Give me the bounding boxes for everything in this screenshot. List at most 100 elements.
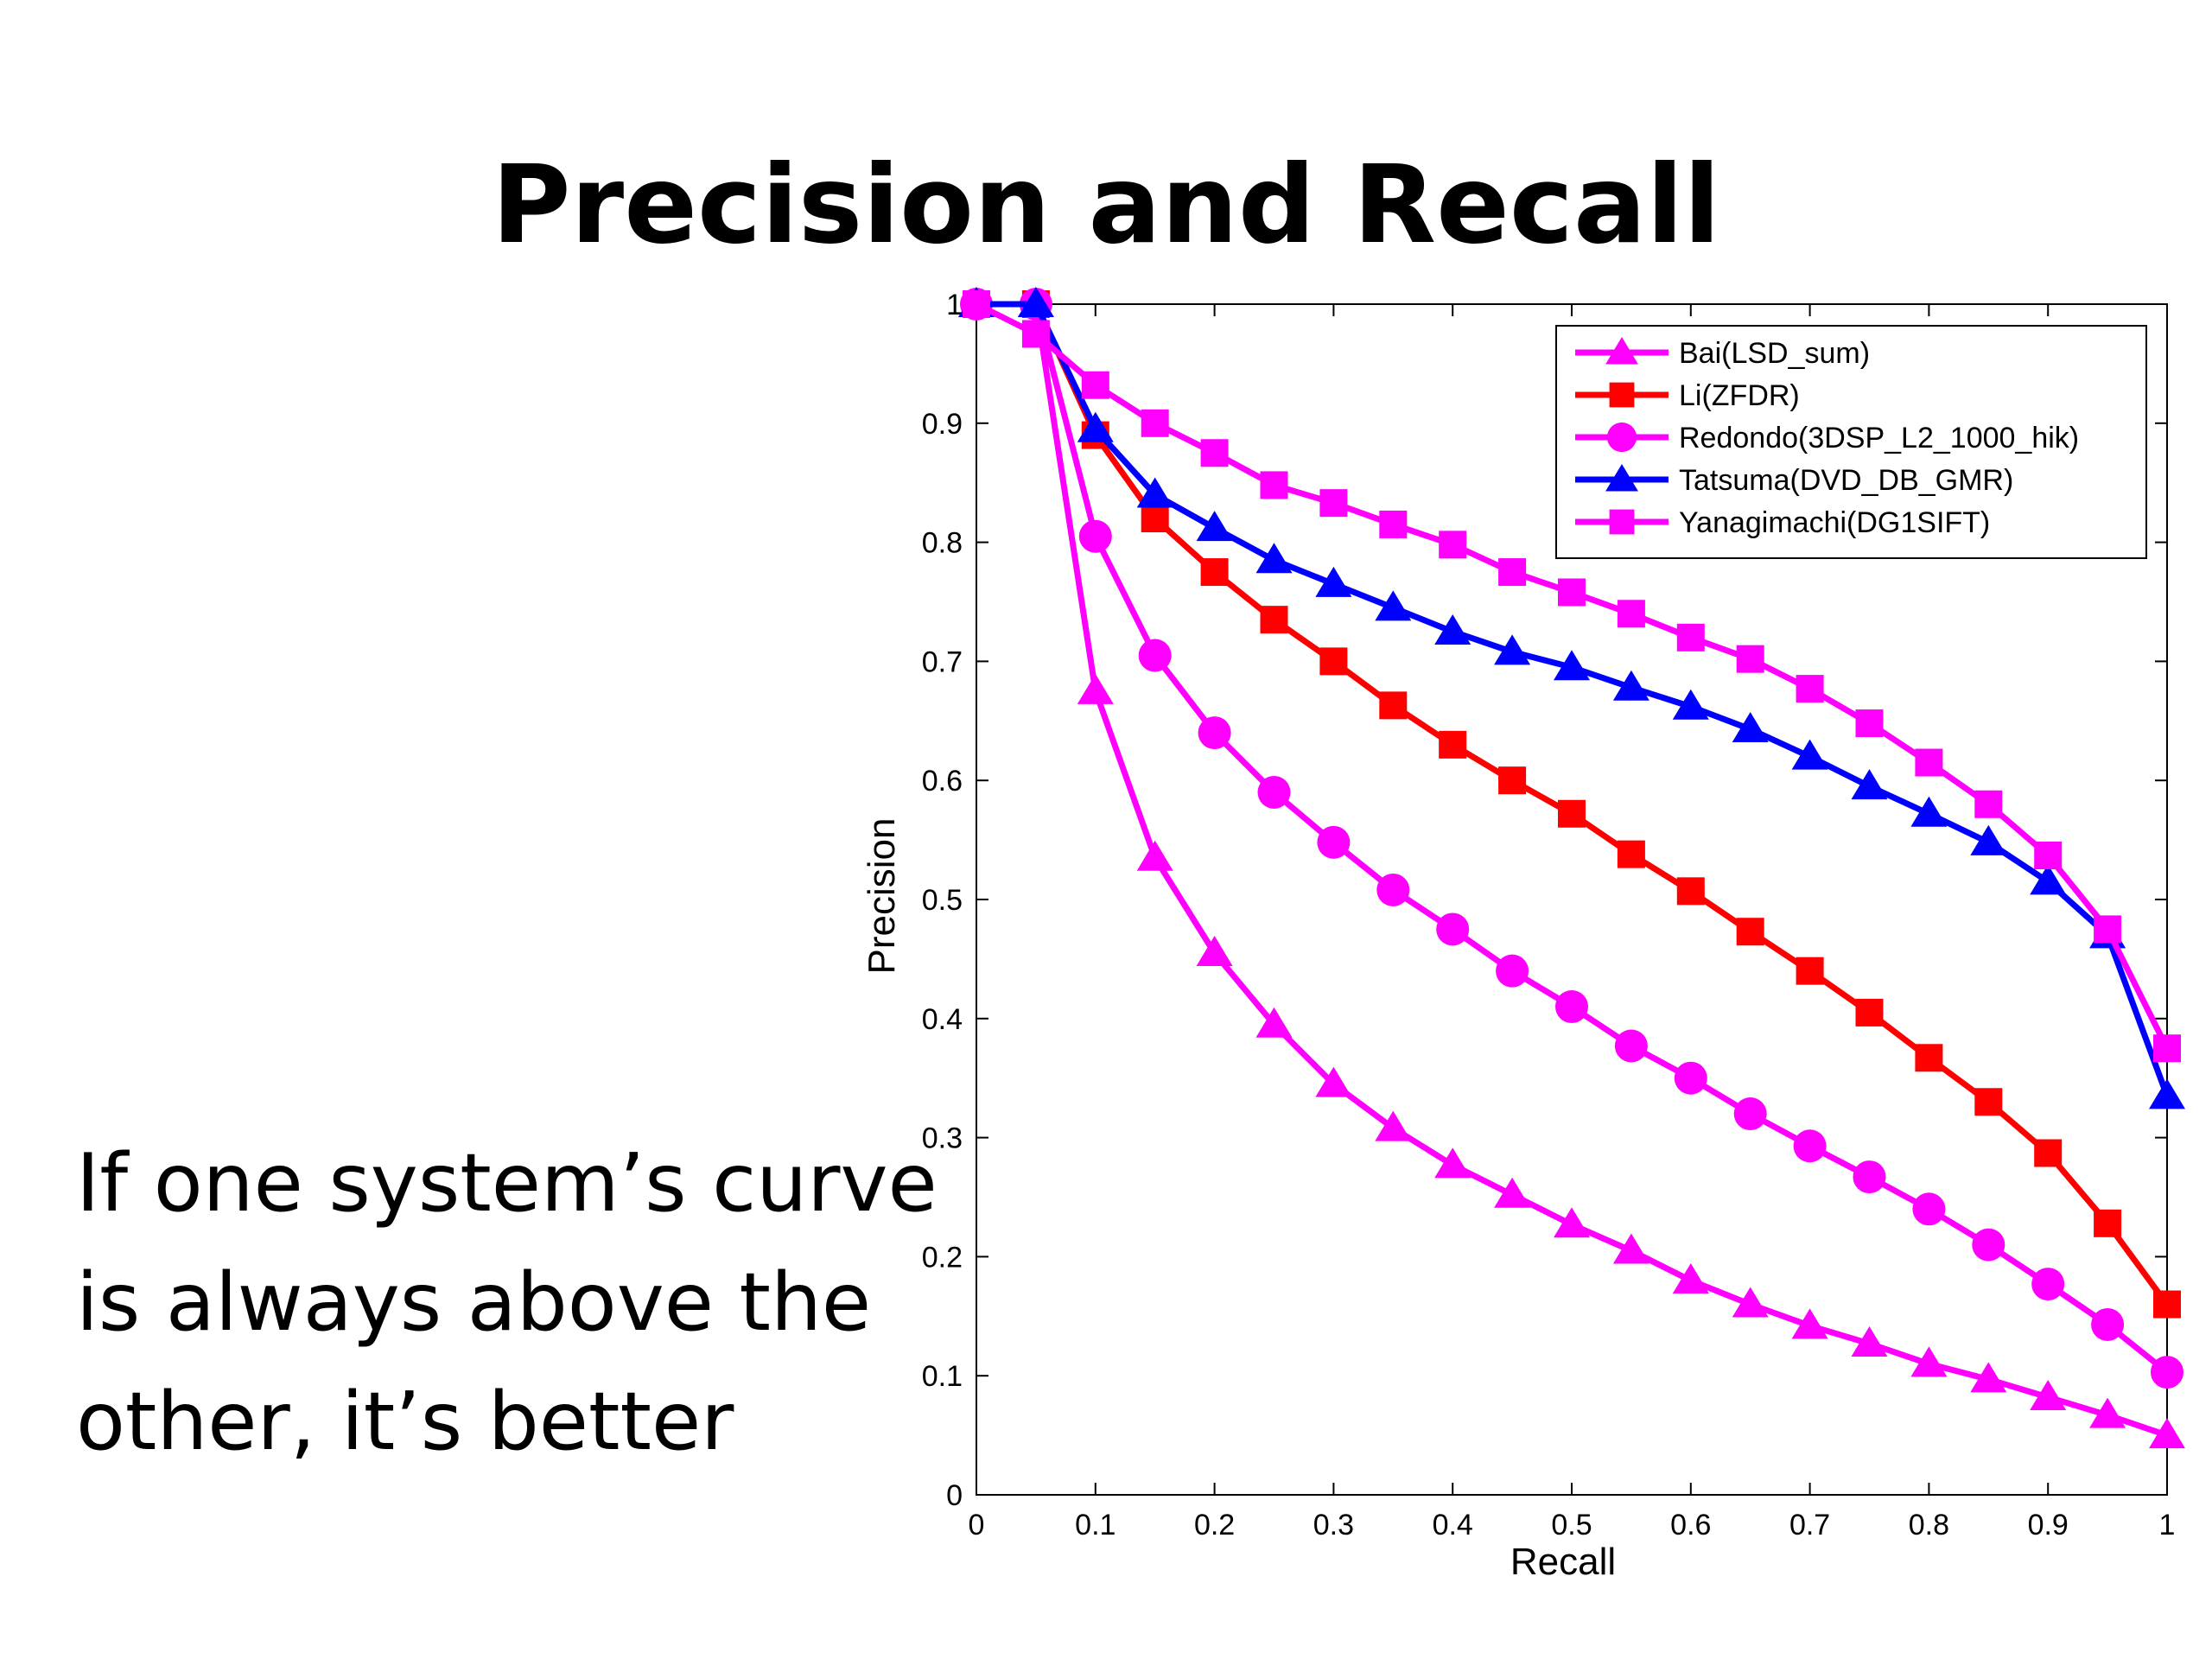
data-point-square — [1141, 409, 1169, 437]
data-point-triangle — [1494, 634, 1531, 665]
data-point-circle — [1555, 990, 1588, 1024]
y-tick-label: 0.6 — [922, 765, 963, 798]
data-point-triangle — [1732, 1287, 1769, 1318]
data-point-square — [1558, 799, 1586, 828]
legend-entry-label: Li(ZFDR) — [1679, 379, 1800, 412]
data-point-circle — [1733, 1097, 1767, 1131]
data-point-triangle — [1851, 769, 1888, 800]
data-point-triangle — [1434, 613, 1471, 645]
data-point-circle — [1606, 422, 1637, 453]
data-point-square — [2034, 842, 2063, 870]
data-point-triangle — [1375, 1110, 1412, 1141]
data-point-square — [1617, 840, 1645, 868]
x-axis-label: Recall — [1510, 1541, 1616, 1583]
data-point-square — [1855, 709, 1884, 738]
x-tick-label: 0.5 — [1551, 1509, 1592, 1541]
data-point-circle — [1912, 1192, 1946, 1226]
data-point-circle — [1436, 912, 1470, 946]
data-point-square — [1439, 531, 1467, 559]
legend-entry-label: Bai(LSD_sum) — [1679, 337, 1870, 370]
data-point-triangle — [1605, 337, 1638, 365]
series-tatsuma-dvd-db-gmr — [958, 287, 2185, 1109]
legend-entry-label: Tatsuma(DVD_DB_GMR) — [1679, 464, 2013, 497]
data-point-triangle — [1910, 1346, 1948, 1377]
data-point-square — [1498, 766, 1527, 795]
data-point-square — [1915, 748, 1943, 777]
data-point-square — [1609, 382, 1635, 408]
data-point-triangle — [1612, 670, 1649, 701]
legend-entry-label: Redondo(3DSP_L2_1000_hik) — [1679, 422, 2079, 454]
y-tick-label: 0.1 — [922, 1360, 963, 1393]
data-point-square — [963, 290, 990, 318]
data-point-triangle — [1910, 796, 1948, 827]
legend-entry-label: Yanagimachi(DG1SIFT) — [1679, 506, 1990, 539]
data-point-square — [1915, 1044, 1943, 1072]
data-point-circle — [2151, 1356, 2183, 1389]
y-tick-label: 0.4 — [922, 1003, 963, 1036]
data-point-circle — [1674, 1061, 1707, 1095]
data-point-triangle — [1970, 1362, 2007, 1393]
data-point-square — [1796, 957, 1824, 985]
body-line-2: is always above the — [76, 1255, 872, 1349]
x-tick-label: 0.4 — [1433, 1509, 1473, 1541]
x-tick-label: 0.1 — [1075, 1509, 1116, 1541]
data-point-triangle — [1136, 840, 1173, 871]
data-point-square — [1439, 730, 1467, 759]
data-point-square — [1498, 558, 1527, 587]
data-point-circle — [1198, 716, 1231, 750]
data-point-square — [1855, 998, 1884, 1027]
data-point-square — [1558, 578, 1586, 607]
x-tick-label: 0 — [969, 1509, 985, 1541]
data-point-circle — [2091, 1307, 2125, 1341]
data-point-square — [1319, 489, 1348, 518]
data-point-square — [1736, 645, 1764, 673]
data-point-triangle — [1077, 673, 1114, 704]
plot-axes: 0 0.1 0.2 0.3 0.4 0.5 0.6 0.7 0.8 0.9 1 0 0.1 0.2 0.3 0… — [922, 289, 2176, 1541]
data-point-triangle — [1375, 590, 1412, 621]
data-point-triangle — [1255, 543, 1293, 574]
y-axis-label: Precision — [861, 818, 903, 975]
x-tick-label: 0.8 — [1909, 1509, 1949, 1541]
data-point-square — [1676, 877, 1705, 906]
x-tick-label: 0.2 — [1194, 1509, 1235, 1541]
slide-title: Precision and Recall — [491, 143, 1721, 268]
x-tick-label: 0.9 — [2028, 1509, 2069, 1541]
y-tick-label: 0.3 — [922, 1122, 963, 1155]
data-point-square — [1260, 606, 1288, 634]
data-point-square — [1319, 647, 1348, 676]
data-point-circle — [1793, 1129, 1827, 1163]
data-point-square — [1617, 600, 1645, 628]
data-point-triangle — [2030, 864, 2067, 895]
data-point-square — [1141, 505, 1169, 533]
x-tick-label: 0.7 — [1789, 1509, 1830, 1541]
data-point-triangle — [1196, 511, 1233, 542]
chart-legend: Bai(LSD_sum) Li(ZFDR) Redondo(3DSP_L2_1000… — [1555, 325, 2147, 559]
data-point-square — [2153, 1034, 2181, 1063]
data-point-circle — [1972, 1228, 2005, 1262]
data-point-triangle — [1851, 1325, 1888, 1357]
data-point-circle — [1853, 1160, 1886, 1194]
data-point-square — [1260, 471, 1288, 499]
y-tick-label: 0.2 — [922, 1241, 963, 1274]
body-line-1: If one system’s curve — [76, 1136, 938, 1230]
data-point-triangle — [1315, 566, 1352, 597]
data-point-square — [1021, 320, 1050, 348]
data-point-triangle — [1017, 287, 1054, 317]
y-tick-label: 0 — [946, 1479, 963, 1512]
y-tick-label: 1 — [946, 289, 963, 321]
data-point-triangle — [2149, 1418, 2185, 1449]
data-point-square — [1676, 623, 1705, 652]
data-point-triangle — [2030, 1380, 2067, 1411]
data-point-triangle — [1315, 1066, 1352, 1097]
data-point-square — [1081, 371, 1109, 399]
data-point-square — [1379, 691, 1408, 720]
data-point-circle — [1317, 825, 1351, 859]
data-point-square — [1974, 1088, 2003, 1116]
data-point-circle — [1376, 873, 1410, 906]
data-point-square — [1200, 439, 1229, 467]
data-point-square — [1200, 558, 1229, 587]
data-point-circle — [1138, 639, 1172, 672]
data-point-circle — [1614, 1029, 1648, 1063]
y-tick-label: 0.5 — [922, 884, 963, 917]
data-point-circle — [1078, 519, 1112, 553]
